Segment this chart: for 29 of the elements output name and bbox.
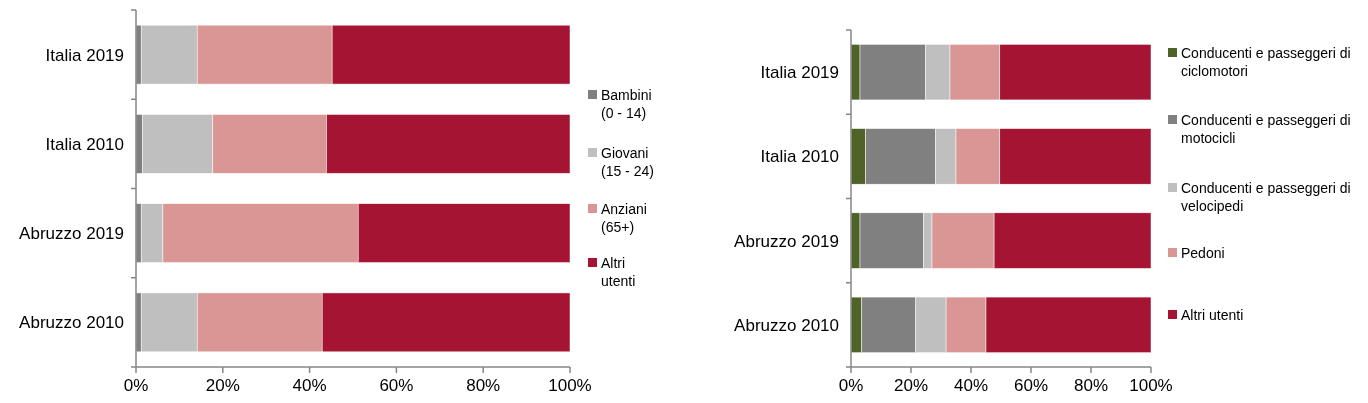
x-tick-label: 80% [1073,376,1109,395]
text: Altri utenti [601,255,636,289]
y-tick-label: Abruzzo 2010 [734,315,839,335]
legend-label: Bambini (0 - 14) [601,87,652,121]
x-tick-label: 20% [893,376,929,395]
x-tick-label: 60% [379,376,414,395]
y-tick-label: Italia 2019 [45,45,124,65]
legend-label: Pedoni [1181,245,1225,261]
x-tick-label: 0% [838,376,864,395]
x-tick-label: 0% [123,376,149,395]
y-tick-label: Italia 2010 [760,147,839,167]
legend-label: Conducenti e passeggeri di velocipedi [1181,180,1351,214]
x-tick-label: 60% [1013,376,1049,395]
y-tick-label: Abruzzo 2019 [19,224,124,244]
legend-label: Altri utenti [1181,307,1244,323]
y-tick-label: Abruzzo 2010 [19,313,124,333]
legend-label: Conducenti e passeggeri di ciclomotori [1181,45,1351,79]
x-tick-label: 100% [1129,376,1173,395]
x-tick-label: 80% [466,376,501,395]
y-tick-label: Italia 2010 [45,134,124,154]
x-tick-label: 40% [953,376,989,395]
y-tick-label: Italia 2019 [760,63,839,83]
legend-label: Conducenti e passeggeri di motocicli [1181,112,1351,146]
legend-label: Anziani (65+) [601,201,647,235]
legend-label: Giovani (15 - 24) [601,145,654,179]
y-tick-label: Abruzzo 2019 [734,231,839,251]
x-tick-label: 40% [292,376,327,395]
x-tick-label: 100% [548,376,592,395]
x-tick-label: 20% [205,376,240,395]
